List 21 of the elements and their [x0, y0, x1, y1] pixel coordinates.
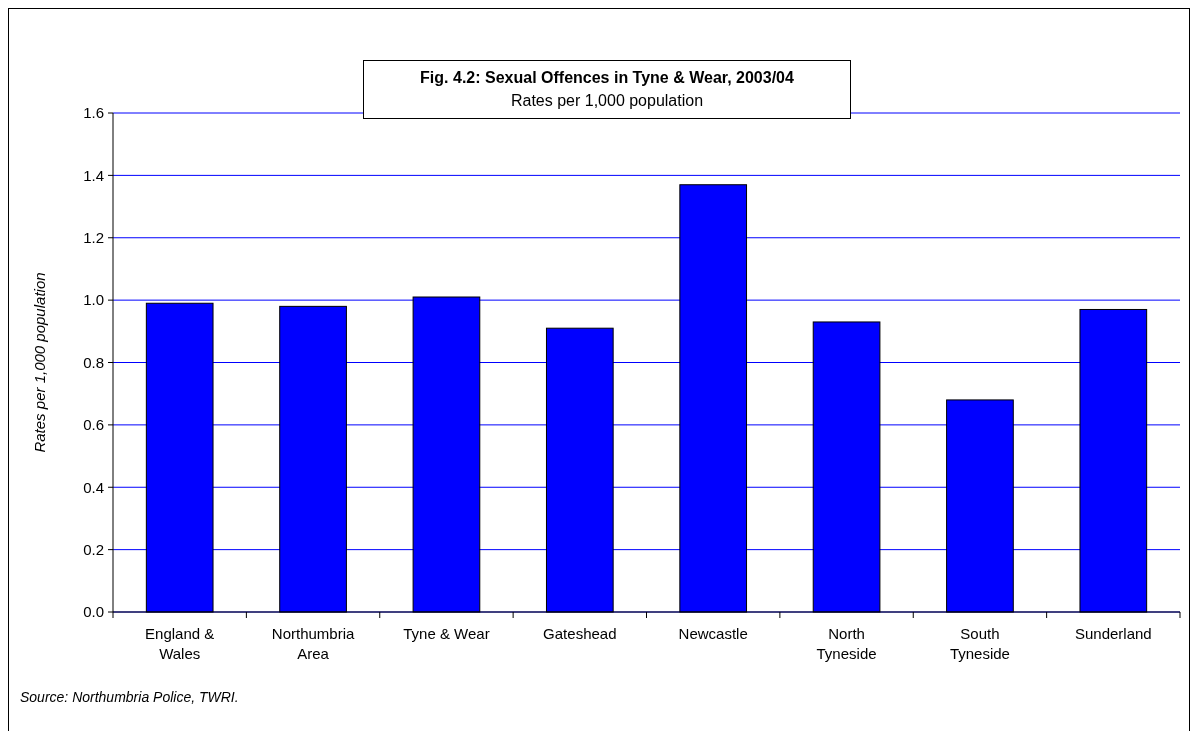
source-note: Source: Northumbria Police, TWRI. [20, 689, 239, 705]
x-tick-label: South Tyneside [949, 625, 1010, 662]
y-tick-label: 0.8 [83, 353, 104, 371]
x-tick-label: North Tyneside [816, 625, 877, 662]
y-tick-label: 1.2 [83, 229, 104, 246]
chart-title: Fig. 4.2: Sexual Offences in Tyne & Wear, 2003/04 [420, 69, 794, 86]
x-tick-label: England & Wales [145, 625, 215, 662]
x-tick-label: Northumbria Area [271, 625, 355, 662]
y-tick-label: 0.0 [83, 603, 104, 621]
x-tick-label: Sunderland [1074, 625, 1152, 642]
y-axis-title: Rates per 1,000 population [31, 272, 48, 453]
chart-subtitle: Rates per 1,000 population [510, 92, 704, 109]
x-tick-label: Tyne & Wear [403, 625, 490, 642]
y-tick-label: 0.6 [83, 416, 104, 434]
y-tick-label: 1.4 [83, 166, 104, 184]
y-tick-label: 0.2 [83, 540, 104, 558]
y-tick-label: 1.6 [83, 104, 104, 122]
y-tick-label: 1.0 [83, 291, 104, 309]
y-tick-label: 0.4 [83, 478, 104, 496]
x-tick-label: Newcastle [678, 625, 748, 642]
x-tick-label: Gateshead [543, 625, 617, 642]
